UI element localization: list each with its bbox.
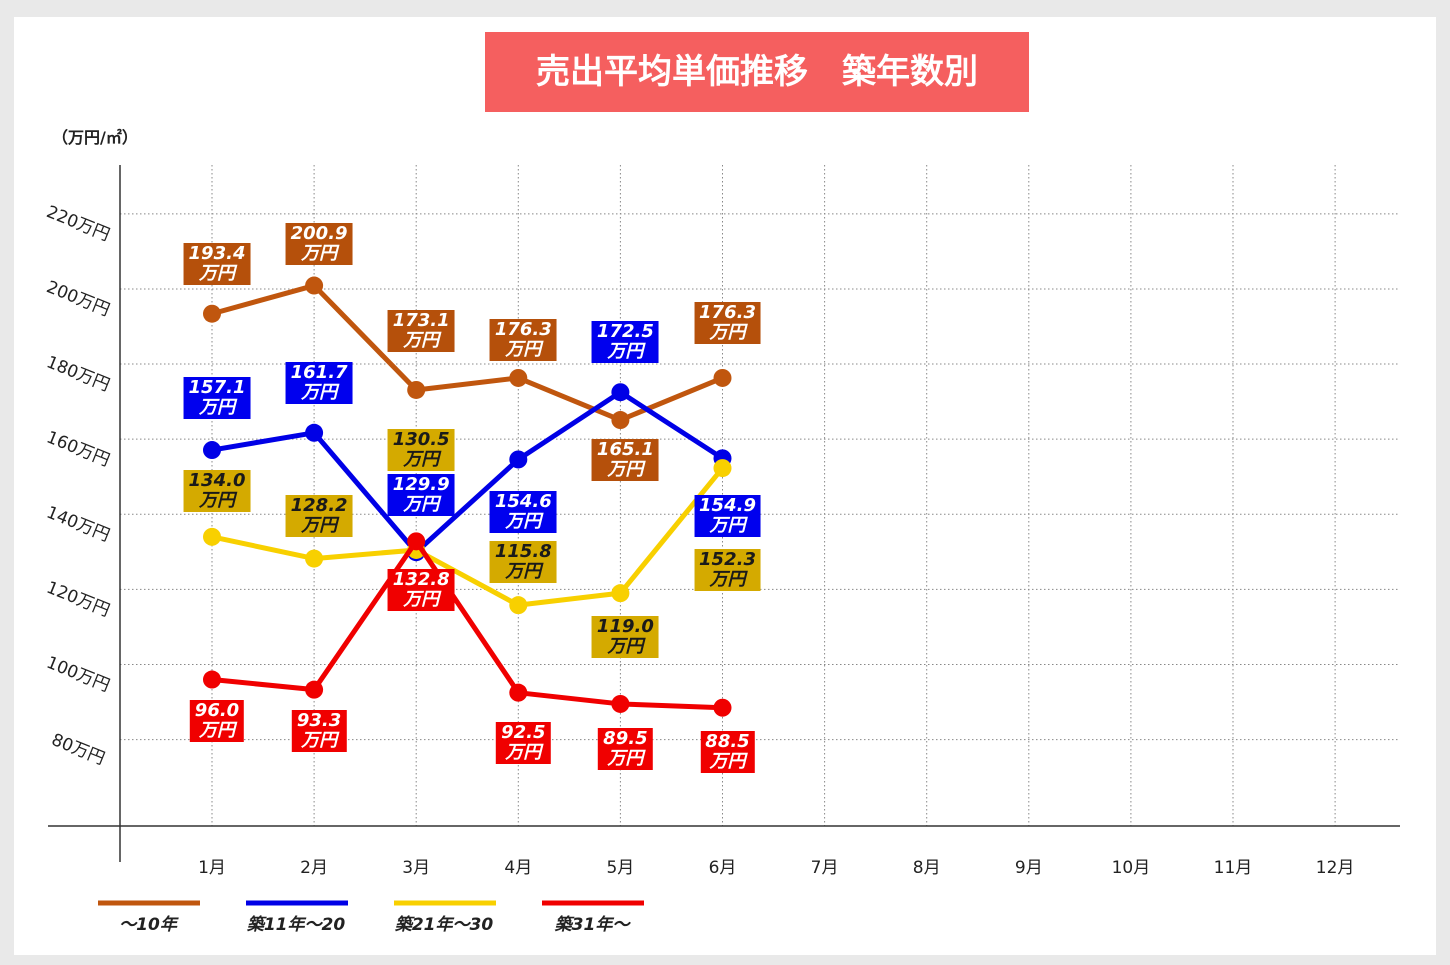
data-point xyxy=(611,584,630,603)
data-label: 93.3 万円 xyxy=(291,709,347,752)
data-point xyxy=(509,368,528,387)
data-point xyxy=(713,368,732,387)
data-label: 115.8 万円 xyxy=(489,541,557,584)
data-label: 161.7 万円 xyxy=(285,361,353,404)
legend-label: 築31年～ xyxy=(555,915,632,935)
data-label: 96.0 万円 xyxy=(189,699,245,742)
data-label: 173.1 万円 xyxy=(387,309,455,352)
data-point xyxy=(713,459,732,478)
data-label: 154.9 万円 xyxy=(694,495,761,538)
data-point xyxy=(509,450,528,469)
y-tick-label: 140万円 xyxy=(43,503,112,546)
x-tick-label: 1月 xyxy=(198,858,226,878)
series-line xyxy=(211,538,723,711)
series-line xyxy=(211,466,725,608)
x-tick-label: 2月 xyxy=(300,858,328,878)
legend-label: ～10年 xyxy=(119,915,179,935)
y-tick-label: 220万円 xyxy=(43,202,112,245)
legend-label: 築11年～20 xyxy=(247,915,345,935)
data-label: 165.1 万円 xyxy=(591,439,659,481)
data-label: 130.5 万円 xyxy=(387,428,455,471)
y-tick-label: 160万円 xyxy=(43,427,112,470)
data-label: 88.5 万円 xyxy=(700,730,755,773)
panel xyxy=(14,17,1436,955)
data-label: 157.1 万円 xyxy=(183,377,251,420)
data-label: 132.8 万円 xyxy=(387,569,455,612)
data-point xyxy=(509,596,528,615)
data-point xyxy=(203,304,221,323)
data-label: 176.3 万円 xyxy=(694,301,761,344)
data-point xyxy=(407,532,426,551)
y-axis-label: （万円/㎡） xyxy=(52,128,138,147)
data-label: 193.4 万円 xyxy=(183,242,251,285)
data-point xyxy=(305,423,324,442)
data-point xyxy=(203,527,221,546)
data-label: 134.0 万円 xyxy=(183,469,251,512)
data-point xyxy=(407,380,426,399)
x-tick-label: 12月 xyxy=(1316,858,1355,878)
chart-title: 売出平均単価推移 築年数別 xyxy=(485,32,1029,112)
data-label: 119.0 万円 xyxy=(591,616,659,659)
data-label: 176.3 万円 xyxy=(489,318,557,361)
x-tick-label: 4月 xyxy=(504,858,532,878)
legend-label: 築21年～30 xyxy=(395,915,493,935)
y-tick-label: 200万円 xyxy=(43,277,112,320)
data-label: 129.9 万円 xyxy=(387,474,455,517)
data-point xyxy=(305,680,324,699)
data-label: 154.6 万円 xyxy=(489,491,557,534)
data-point xyxy=(203,441,221,460)
data-label: 89.5 万円 xyxy=(598,727,653,770)
data-point xyxy=(611,694,630,713)
data-point xyxy=(611,383,630,402)
x-tick-label: 6月 xyxy=(709,858,737,878)
x-tick-label: 9月 xyxy=(1015,858,1043,878)
data-label: 200.9 万円 xyxy=(285,222,353,265)
y-tick-label: 120万円 xyxy=(43,578,112,621)
data-label: 172.5 万円 xyxy=(591,321,659,364)
data-label: 128.2 万円 xyxy=(285,494,353,537)
data-point xyxy=(305,549,324,568)
y-tick-label: 100万円 xyxy=(43,653,112,696)
y-tick-label: 180万円 xyxy=(43,352,112,395)
data-point xyxy=(713,698,732,717)
data-point xyxy=(203,670,221,689)
x-tick-label: 5月 xyxy=(606,858,634,878)
x-tick-label: 7月 xyxy=(811,858,839,878)
data-point xyxy=(305,276,324,295)
data-point xyxy=(509,683,528,702)
x-tick-label: 3月 xyxy=(402,858,430,878)
y-tick-label: 80万円 xyxy=(48,730,107,769)
series-line xyxy=(211,389,724,555)
x-tick-label: 8月 xyxy=(913,858,941,878)
x-tick-label: 11月 xyxy=(1214,858,1253,878)
data-label: 92.5 万円 xyxy=(496,721,551,764)
series-line xyxy=(211,283,724,423)
data-point xyxy=(611,411,630,430)
data-label: 152.3 万円 xyxy=(694,549,761,592)
x-tick-label: 10月 xyxy=(1112,858,1151,878)
